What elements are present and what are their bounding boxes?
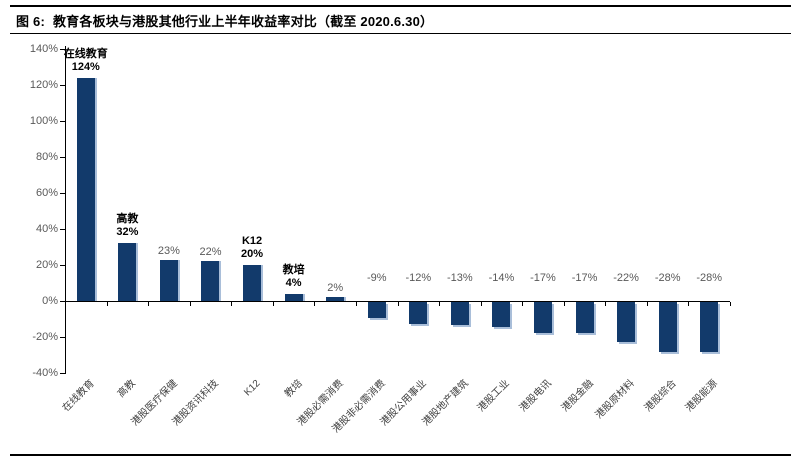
x-axis-tick bbox=[730, 302, 731, 306]
category-label: 港股原材料 bbox=[593, 378, 637, 422]
y-axis-tick bbox=[60, 121, 65, 122]
category-label: 港股金融 bbox=[559, 378, 596, 415]
x-axis-tick bbox=[605, 302, 607, 306]
bar-annotation: 高教 32% bbox=[82, 213, 172, 239]
y-axis-tick bbox=[60, 337, 65, 338]
bar-value-label: -28% bbox=[696, 272, 723, 284]
bar-value-label: -22% bbox=[613, 272, 639, 284]
bar bbox=[700, 302, 719, 353]
bar bbox=[243, 265, 262, 301]
y-axis-tick bbox=[60, 49, 65, 50]
y-axis-tick bbox=[60, 301, 65, 302]
x-axis-line bbox=[65, 301, 730, 302]
y-axis-tick bbox=[60, 229, 65, 230]
y-axis-label: 0% bbox=[42, 295, 58, 307]
category-label: 港股综合 bbox=[642, 378, 679, 415]
x-axis-tick bbox=[439, 302, 441, 306]
x-axis-tick bbox=[272, 302, 274, 306]
y-axis-label: 120% bbox=[29, 79, 58, 91]
x-axis-tick bbox=[106, 302, 108, 306]
bar-annotation: 教培 4% bbox=[249, 264, 339, 290]
bar-value-label: 2% bbox=[327, 282, 344, 295]
bar-chart: 140% 120% 100% 80% 60% 40% 20% 0% -20% -40% 在线教育 12… bbox=[0, 34, 796, 454]
bottom-border-line bbox=[10, 454, 791, 456]
bar-value-label: -17% bbox=[571, 272, 598, 284]
bar bbox=[159, 259, 178, 301]
bar-annotation-name: 在线教育 bbox=[63, 47, 108, 60]
bar bbox=[284, 293, 303, 301]
x-axis-tick bbox=[355, 302, 357, 306]
bar-value-label: -17% bbox=[530, 272, 556, 284]
category-label: 港股工业 bbox=[476, 378, 513, 415]
bar-value-label: -14% bbox=[488, 272, 515, 284]
y-axis-label: 100% bbox=[29, 115, 58, 127]
x-axis-tick bbox=[480, 302, 482, 306]
bar-annotation-value: 124% bbox=[71, 60, 100, 73]
bar-annotation-value: 4% bbox=[285, 276, 302, 289]
bar bbox=[450, 302, 469, 326]
bar-annotation-name: 教培 bbox=[282, 263, 305, 276]
bar-value-label: -13% bbox=[447, 272, 473, 284]
category-label: 港股能源 bbox=[683, 378, 720, 415]
y-axis-tick bbox=[60, 85, 65, 86]
y-axis-label: -40% bbox=[32, 367, 58, 379]
bar-annotation-value: 20% bbox=[241, 248, 264, 260]
top-border-line bbox=[10, 5, 791, 7]
figure-title: 教育各板块与港股其他行业上半年收益率对比（截至 2020.6.30） bbox=[52, 14, 434, 29]
bar-value-label: -9% bbox=[366, 272, 387, 284]
x-axis-tick bbox=[688, 302, 690, 306]
bar-value-label: 23% bbox=[157, 244, 180, 257]
figure-label: 图 6: bbox=[16, 14, 45, 29]
x-axis-tick bbox=[65, 302, 66, 306]
bar bbox=[658, 302, 677, 353]
bar bbox=[201, 261, 220, 301]
x-axis-tick bbox=[563, 302, 565, 306]
x-axis-tick bbox=[646, 302, 648, 306]
x-axis-tick bbox=[314, 302, 316, 306]
x-axis-tick bbox=[148, 302, 150, 306]
y-axis-tick bbox=[60, 157, 65, 158]
bar-annotation: 在线教育 124% bbox=[41, 48, 131, 74]
bar-value-label: 22% bbox=[199, 246, 222, 259]
category-label: 港股电讯 bbox=[517, 378, 554, 415]
category-label: 高教 bbox=[116, 378, 139, 400]
bar-annotation: K12 20% bbox=[207, 235, 297, 261]
header-divider-line bbox=[10, 33, 791, 34]
bar-annotation-value: 32% bbox=[116, 226, 139, 239]
y-axis-tick bbox=[60, 373, 65, 374]
y-axis-line bbox=[65, 46, 66, 374]
x-axis-tick bbox=[189, 302, 191, 306]
bar bbox=[367, 302, 386, 319]
bar bbox=[76, 77, 95, 301]
y-axis-tick bbox=[60, 265, 65, 266]
y-axis-label: -20% bbox=[32, 331, 58, 343]
bar-annotation-name: K12 bbox=[241, 235, 263, 247]
category-label: K12 bbox=[242, 378, 263, 399]
bar bbox=[617, 302, 636, 342]
bar bbox=[118, 243, 137, 301]
bar bbox=[492, 302, 511, 328]
bar-value-label: -28% bbox=[654, 272, 681, 284]
y-axis-label: 60% bbox=[35, 187, 58, 199]
category-label: 在线教育 bbox=[60, 378, 97, 415]
y-axis-label: 80% bbox=[35, 151, 58, 163]
y-axis-label: 140% bbox=[29, 43, 58, 55]
x-axis-tick bbox=[397, 302, 399, 306]
y-axis-tick bbox=[60, 193, 65, 194]
category-label: 教培 bbox=[282, 378, 305, 400]
y-axis-label: 20% bbox=[35, 259, 58, 271]
bar-annotation-name: 高教 bbox=[116, 213, 139, 226]
figure-header: 图 6: 教育各板块与港股其他行业上半年收益率对比（截至 2020.6.30） bbox=[16, 11, 433, 30]
bar bbox=[409, 302, 428, 324]
bar bbox=[533, 302, 552, 333]
y-axis-label: 40% bbox=[35, 223, 58, 235]
x-axis-tick bbox=[522, 302, 524, 306]
bar bbox=[575, 302, 594, 333]
bar-value-label: -12% bbox=[405, 272, 432, 284]
bar bbox=[326, 297, 345, 301]
x-axis-tick bbox=[231, 302, 233, 306]
